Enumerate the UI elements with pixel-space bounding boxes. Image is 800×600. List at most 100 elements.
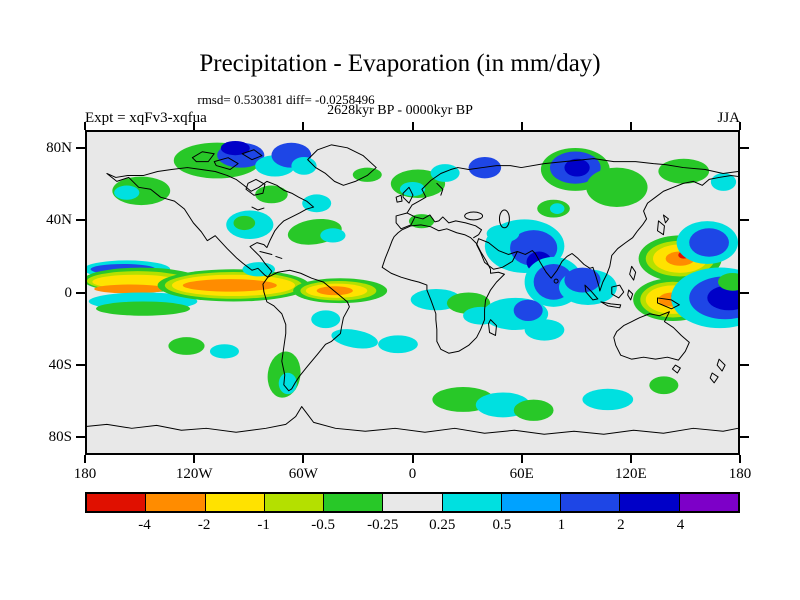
lon-axis-label: 180: [728, 466, 752, 482]
anomaly-region: [291, 156, 317, 175]
lat-tick-left: [76, 219, 85, 222]
lon-axis-label: 120E: [614, 466, 647, 482]
anomaly-region: [564, 267, 601, 293]
lon-tick-bottom: [629, 455, 632, 463]
colorbar-tick-label: -2: [197, 517, 211, 533]
lon-tick-bottom: [84, 455, 86, 463]
anomaly-region: [114, 185, 140, 200]
coastline-tasmania: [671, 364, 681, 374]
anomaly-region: [549, 203, 565, 214]
lon-axis-label: 180: [73, 466, 97, 482]
anomaly-region: [524, 319, 565, 341]
anomaly-region: [586, 167, 648, 207]
lon-tick-bottom: [302, 455, 305, 463]
coastline-caribbean-islands: [259, 251, 283, 259]
anomaly-region: [486, 224, 520, 243]
anomaly-region: [564, 158, 590, 177]
colorbar-tick-label: 2: [617, 517, 625, 533]
lat-tick-left: [76, 291, 85, 294]
colorbar-tick-label: -4: [138, 517, 151, 533]
lon-tick-top: [629, 122, 632, 130]
coastline-mediterranean-north: [414, 214, 483, 239]
colorbar-tick-label: -0.5: [311, 517, 336, 533]
coastline-australia: [613, 311, 690, 361]
coastline-indonesia: [584, 284, 680, 310]
coastline-south-america: [262, 269, 350, 392]
coastline-baltic: [436, 182, 444, 196]
anomaly-region: [352, 167, 382, 182]
colorbar-segment: [501, 494, 562, 511]
world-map-svg: [87, 132, 738, 453]
anomaly-region: [278, 372, 297, 395]
lat-axis-label: 0: [64, 284, 73, 301]
lon-tick-top: [520, 122, 523, 130]
colorbar-tick-label: -0.25: [367, 517, 399, 533]
lat-axis-label: 40S: [48, 356, 72, 373]
coastline-africa: [381, 224, 505, 354]
colorbar-segment: [146, 494, 206, 511]
coastline-britain-ireland: [395, 186, 414, 204]
lat-axis-label: 40N: [46, 212, 72, 229]
anomaly-region: [255, 185, 288, 204]
lon-tick-bottom: [739, 455, 741, 463]
lat-tick-right: [740, 291, 749, 294]
coastline-north-america: [106, 167, 315, 278]
anomaly-region: [233, 215, 256, 231]
coastline-madagascar: [488, 319, 497, 336]
experiment-label: Expt = xqFv3-xqfua: [85, 110, 207, 126]
anomaly-region: [96, 301, 191, 316]
lat-tick-right: [740, 219, 749, 222]
coastline-philippines: [629, 265, 637, 281]
coastline-japan: [656, 214, 669, 236]
stats-text: rmsd= 0.530381 diff= -0.0258496: [197, 92, 375, 107]
anomaly-region: [182, 279, 277, 292]
lon-tick-top: [411, 122, 414, 130]
lon-tick-top: [302, 122, 305, 130]
black-sea: [464, 211, 484, 221]
lon-tick-top: [739, 122, 741, 130]
colorbar-tick-label: 4: [676, 517, 685, 533]
comparison-text: 2628kyr BP - 0000kyr BP: [327, 103, 473, 118]
colorbar-segment: [205, 494, 265, 511]
colorbar-tick-label: 0.25: [429, 517, 456, 533]
lat-axis-label: 80S: [48, 428, 72, 445]
colorbar-segment: [383, 494, 443, 511]
colorbar-segment: [620, 494, 680, 511]
colorbar-segment: [442, 494, 502, 511]
lat-tick-right: [740, 363, 749, 366]
coastline-arctic-islands: [191, 149, 263, 171]
anomaly-region: [316, 286, 353, 296]
colorbar-tick-label: -1: [257, 517, 270, 533]
map-plot: [85, 130, 740, 455]
coastline-south-asia: [516, 174, 738, 292]
colorbar-segment: [679, 494, 738, 511]
anomaly-region: [513, 299, 543, 322]
lat-tick-right: [740, 147, 749, 150]
anomaly-region: [220, 140, 250, 156]
anomaly-region: [649, 376, 679, 395]
coastline-sri-lanka: [553, 278, 559, 284]
anomaly-region: [311, 310, 341, 329]
anomaly-blobs: [87, 140, 738, 421]
anomaly-region: [168, 337, 205, 355]
anomaly-region: [689, 228, 729, 257]
anomaly-region: [331, 329, 378, 349]
lat-tick-left: [76, 363, 85, 366]
anomaly-region: [513, 399, 554, 421]
lon-axis-label: 0: [408, 466, 417, 482]
coastline-greenland: [307, 144, 377, 186]
lon-tick-bottom: [193, 455, 196, 463]
colorbar-tick-label: 0.5: [492, 517, 512, 533]
anomaly-region: [582, 388, 634, 411]
coastline-great-lakes: [251, 206, 265, 211]
lat-tick-right: [740, 435, 749, 438]
anomaly-region: [209, 344, 239, 359]
lon-axis-label: 120W: [175, 466, 213, 482]
anomaly-region: [718, 272, 738, 291]
anomaly-region: [707, 285, 738, 311]
lat-tick-left: [76, 435, 85, 438]
colorbar-segment: [264, 494, 325, 511]
coastline-europe-russia-arctic: [406, 158, 738, 214]
anomaly-region: [378, 335, 418, 354]
